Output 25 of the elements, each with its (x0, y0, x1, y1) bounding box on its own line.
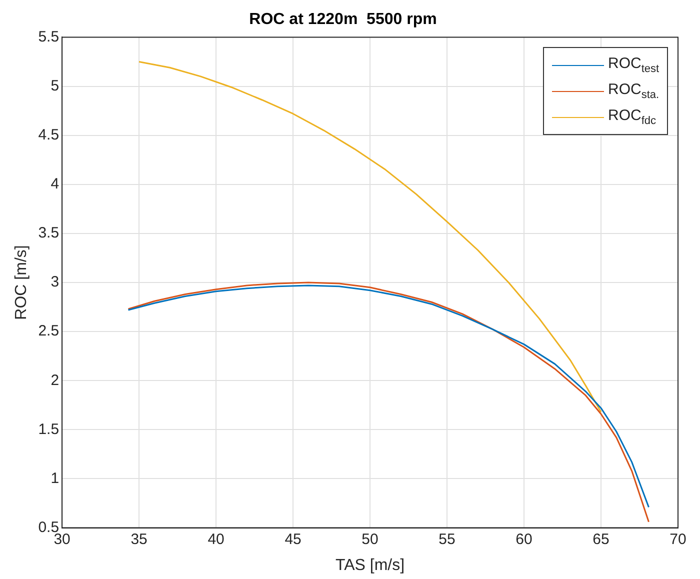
legend-label: ROC$_{sta.}$ (608, 81, 660, 102)
y-axis-title: ROC [m/s] (13, 245, 30, 320)
y-tick-label: 3.5 (38, 224, 60, 242)
legend-label: ROC$_{fdc}$ (608, 107, 656, 128)
x-tick-label: 60 (516, 530, 532, 548)
y-tick-label: 5 (50, 77, 60, 94)
x-tick-label: 50 (362, 530, 378, 548)
x-tick-label: 65 (592, 530, 610, 548)
y-tick-label: 5.5 (38, 28, 60, 46)
x-tick-label: 35 (130, 530, 148, 548)
y-tick-label: 4.5 (38, 126, 60, 144)
y-tick-label: 3 (50, 274, 60, 291)
y-tick-label: 2 (50, 372, 60, 389)
x-tick-label: 45 (284, 530, 302, 548)
x-tick-label: 30 (54, 530, 70, 548)
y-tick-label: 1 (50, 470, 60, 487)
x-tick-label: 40 (208, 530, 224, 548)
x-tick-label: 70 (670, 530, 686, 548)
y-tick-label: 1.5 (38, 420, 60, 438)
y-tick-label: 2.5 (38, 322, 60, 340)
x-axis-title: TAS [m/s] (336, 556, 405, 574)
legend-label: ROC$_{test}$ (608, 55, 660, 76)
x-tick-label: 55 (438, 530, 456, 548)
chart-title: ROC at 1220m 5500 rpm (249, 11, 437, 28)
y-tick-label: 4 (50, 176, 60, 193)
